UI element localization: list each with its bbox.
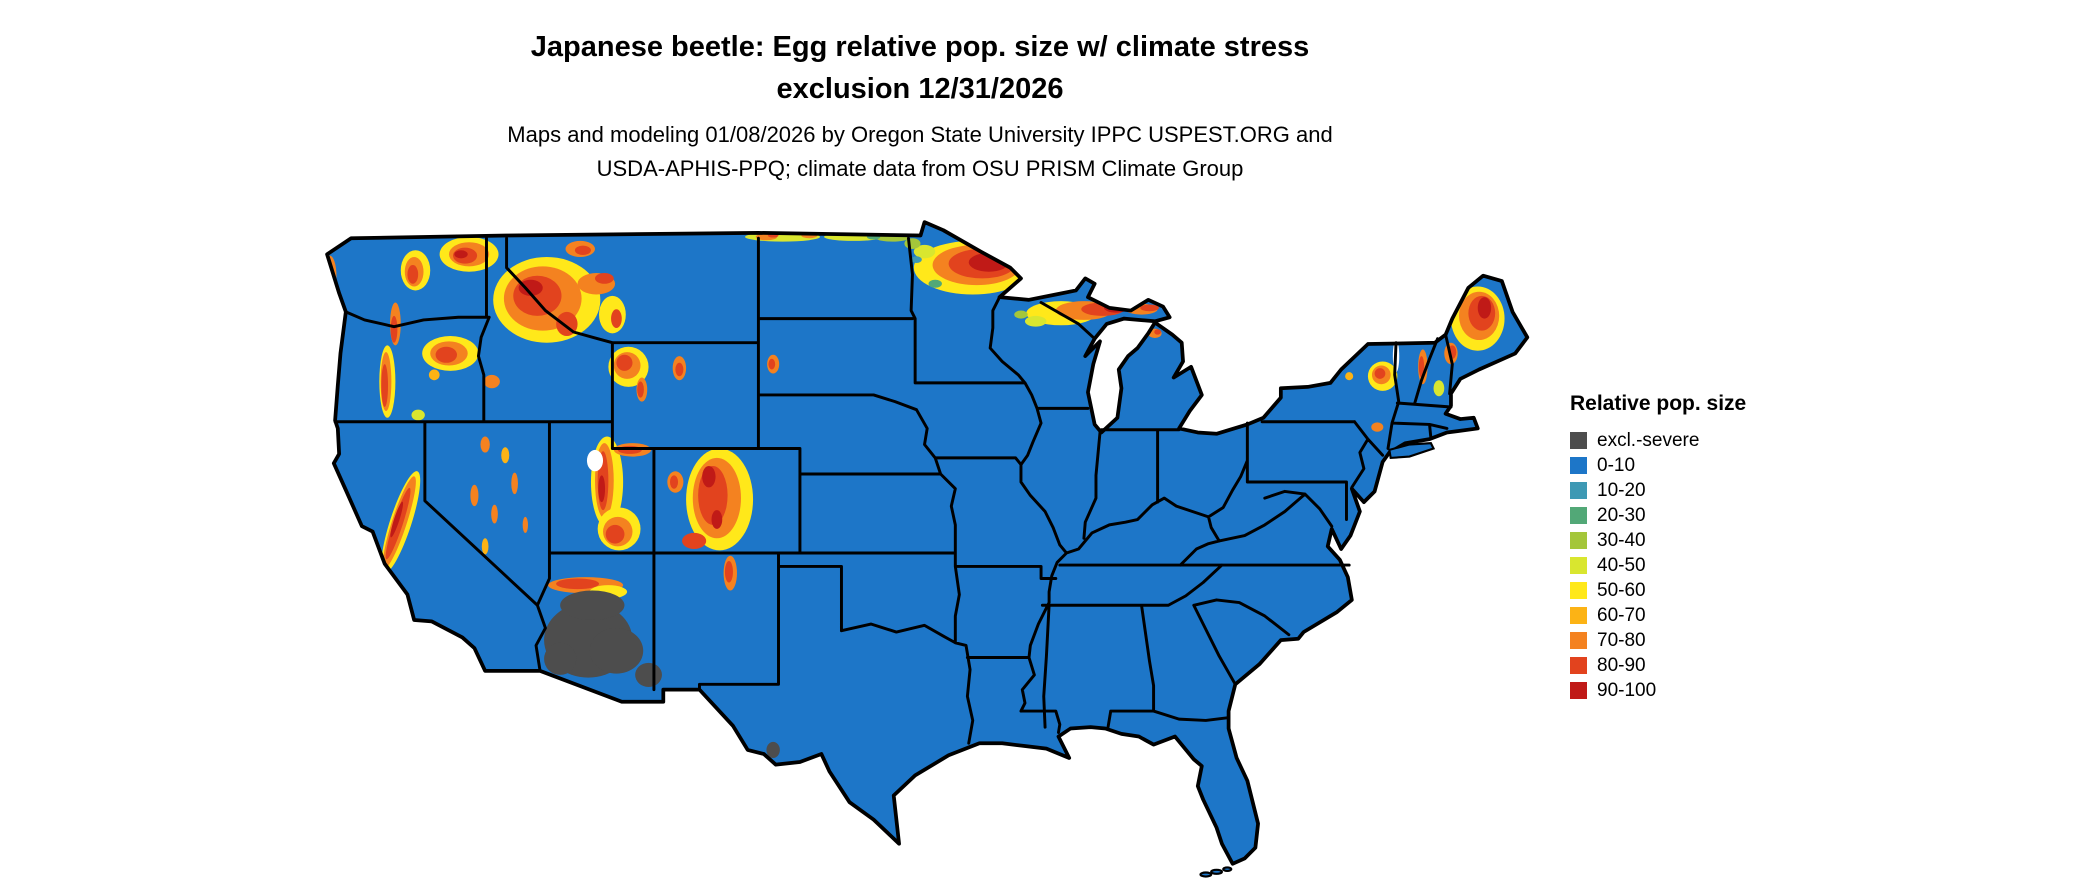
legend-swatch — [1570, 582, 1587, 599]
legend-item: 10-20 — [1570, 478, 1746, 503]
legend-swatch — [1570, 532, 1587, 549]
legend-swatch — [1570, 682, 1587, 699]
legend-item-label: 90-100 — [1597, 679, 1657, 701]
legend-swatch — [1570, 557, 1587, 574]
legend-item: 50-60 — [1570, 578, 1746, 603]
legend-title: Relative pop. size — [1570, 392, 1747, 415]
legend-item-label: 20-30 — [1597, 504, 1646, 526]
title-line-2: exclusion 12/31/2026 — [776, 73, 1064, 105]
severity-overlay-great-basin-sierra — [381, 436, 529, 574]
legend-item: 70-80 — [1570, 628, 1746, 653]
severity-overlay-northeast — [1345, 286, 1505, 432]
florida-keys — [1199, 866, 1233, 878]
legend-item-label: 70-80 — [1597, 629, 1646, 651]
figure-subtitle: Maps and modeling 01/08/2026 by Oregon S… — [0, 118, 1840, 186]
legend-item: 60-70 — [1570, 603, 1746, 628]
legend-swatch — [1570, 632, 1587, 649]
legend-swatch — [1570, 607, 1587, 624]
legend-item-label: 50-60 — [1597, 579, 1646, 601]
legend-item-label: 80-90 — [1597, 654, 1646, 676]
us-outline — [325, 220, 1530, 866]
legend-item-label: 0-10 — [1597, 454, 1636, 476]
legend-item: 40-50 — [1570, 553, 1746, 578]
base-population-fill — [327, 222, 1528, 864]
legend-item: 90-100 — [1570, 678, 1746, 703]
severity-overlay-utah-colorado — [548, 436, 754, 599]
legend-swatch — [1570, 457, 1587, 474]
map-fill-layer — [327, 222, 1528, 864]
subtitle-line-2: USDA-APHIS-PPQ; climate data from OSU PR… — [596, 156, 1244, 181]
legend-swatch — [1570, 507, 1587, 524]
legend-swatch — [1570, 657, 1587, 674]
legend-item: 30-40 — [1570, 528, 1746, 553]
legend-item-label: 40-50 — [1597, 554, 1646, 576]
legend-item-label: excl.-severe — [1597, 429, 1700, 451]
us-map — [325, 220, 1530, 878]
legend-item-label: 60-70 — [1597, 604, 1646, 626]
legend-items: excl.-severe 0-10 10-20 20-30 30-40 40-50 50-6… — [1570, 428, 1746, 703]
legend-item-label: 30-40 — [1597, 529, 1646, 551]
legend: Relative pop. size excl.-severe 0-10 10-20… — [1570, 392, 1746, 703]
state-borders — [333, 236, 1454, 745]
legend-swatch — [1570, 482, 1587, 499]
title-line-1: Japanese beetle: Egg relative pop. size … — [530, 31, 1310, 63]
legend-item: excl.-severe — [1570, 428, 1746, 453]
legend-item: 0-10 — [1570, 453, 1746, 478]
legend-item: 20-30 — [1570, 503, 1746, 528]
severity-overlay-northern-rockies — [493, 240, 780, 402]
figure-title: Japanese beetle: Egg relative pop. size … — [0, 26, 1840, 110]
excluded-severe-region — [544, 590, 1181, 758]
long-island — [1388, 442, 1436, 460]
legend-item: 80-90 — [1570, 653, 1746, 678]
legend-swatch — [1570, 432, 1587, 449]
subtitle-line-1: Maps and modeling 01/08/2026 by Oregon S… — [507, 122, 1333, 147]
legend-item-label: 10-20 — [1597, 479, 1646, 501]
